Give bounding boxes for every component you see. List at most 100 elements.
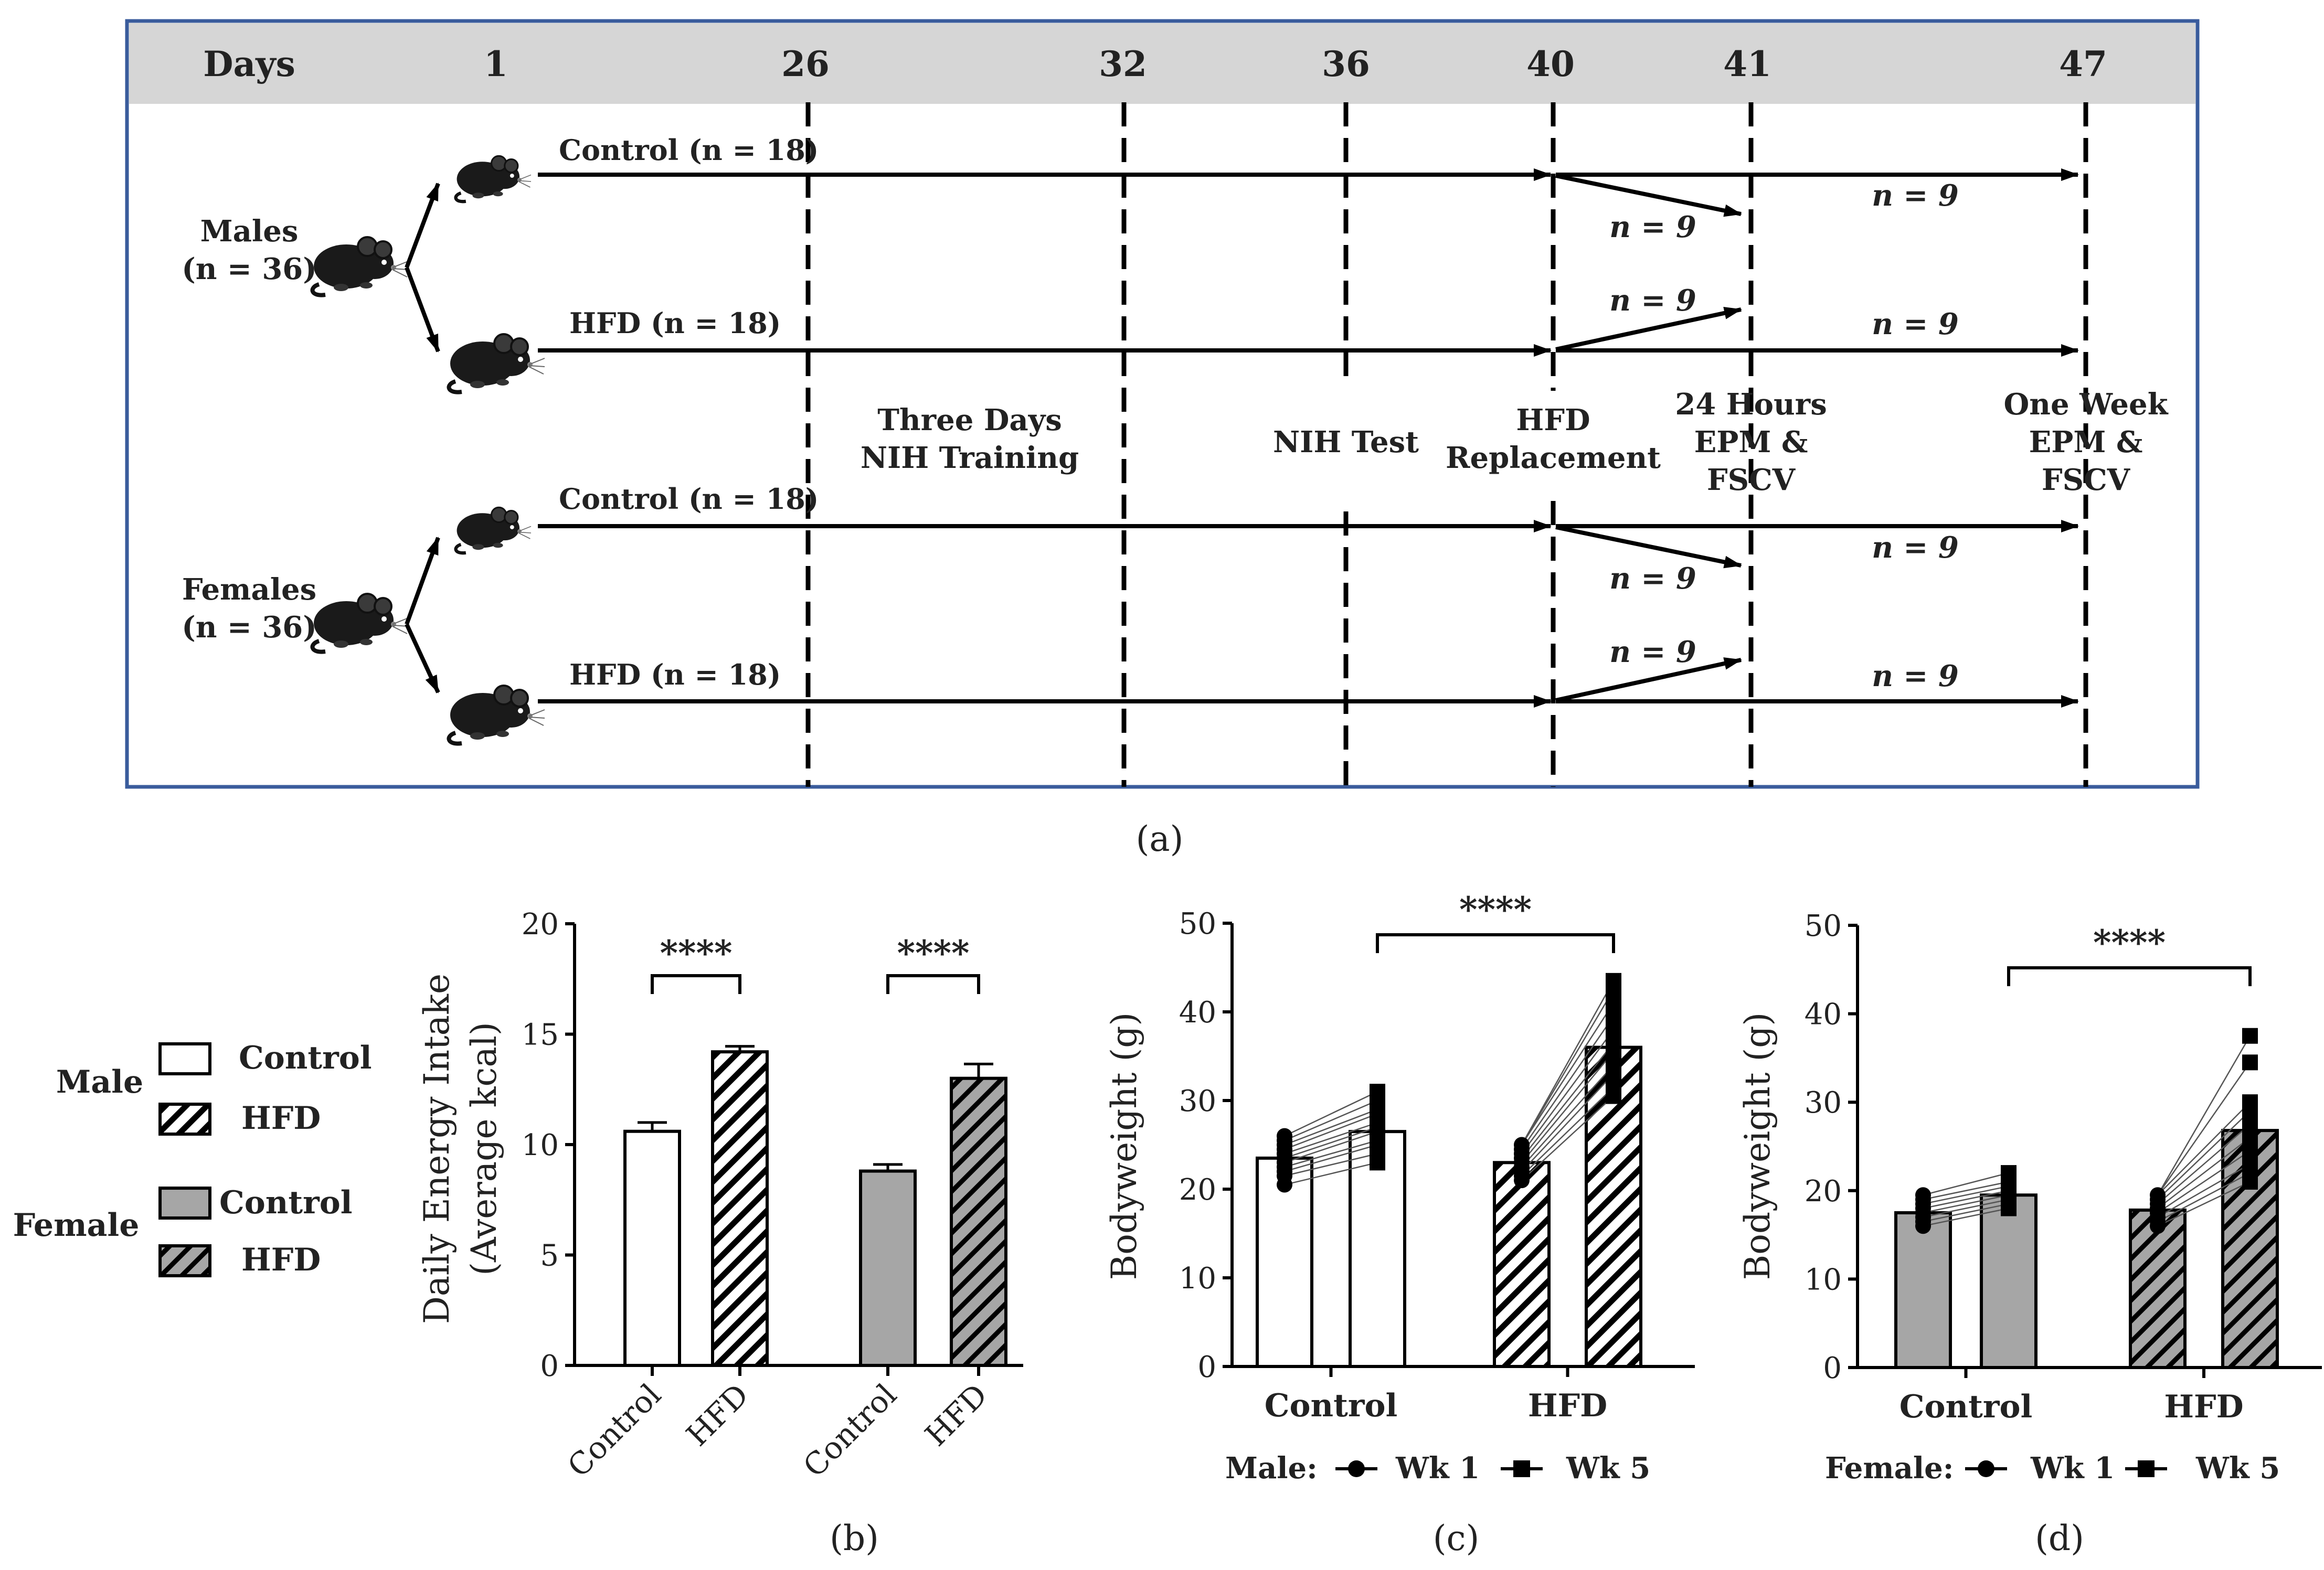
data-point-wk5: [1606, 995, 1621, 1011]
chart-d-ylabel: Bodyweight (g): [1737, 1012, 1778, 1280]
data-point-wk5: [1606, 1021, 1621, 1038]
chart-b-ylabel-line2: (Average kcal): [464, 1022, 504, 1275]
event-24h-line2: EPM &: [1694, 425, 1808, 460]
chart-c-legend-wk1: Wk 1: [1395, 1451, 1480, 1486]
individual-line: [2157, 1124, 2251, 1205]
significance-bracket: [1376, 933, 1615, 953]
x-tick-label: Control: [796, 1377, 903, 1484]
event-24h-line1: 24 Hours: [1675, 387, 1827, 422]
individual-line: [2157, 1110, 2251, 1200]
y-tick-label: 30: [1805, 1086, 1842, 1120]
individual-line: [2157, 1172, 2251, 1222]
individual-line: [2157, 1137, 2251, 1209]
data-point-wk1: [1915, 1187, 1931, 1203]
individual-line: [1521, 1016, 1615, 1150]
bar: [950, 1076, 1007, 1367]
x-tick-label: HFD: [918, 1377, 994, 1453]
individual-line: [2157, 1102, 2251, 1196]
chart-b-caption: (b): [830, 1518, 879, 1558]
individual-line: [1923, 1208, 2009, 1227]
individual-line: [2157, 1062, 2251, 1195]
y-tick-label: 20: [1179, 1173, 1216, 1207]
days-header-label: Days: [203, 44, 295, 84]
data-point-wk5: [2242, 1142, 2258, 1159]
data-point-wk1: [1514, 1137, 1530, 1153]
y-tick-label: 5: [540, 1239, 559, 1273]
x-tick-label: Control: [1265, 1387, 1398, 1424]
individual-line: [2157, 1163, 2251, 1218]
bar: [1256, 1156, 1313, 1369]
legend-female-hfd-label: HFD: [241, 1242, 321, 1278]
legend-swatch-male-hfd: [158, 1103, 211, 1136]
data-point-wk5: [1606, 1035, 1621, 1051]
y-tick-label: 15: [522, 1018, 559, 1052]
data-point-wk5: [1606, 1079, 1621, 1095]
individual-line: [1521, 1064, 1614, 1168]
y-tick-label: 10: [1179, 1262, 1216, 1296]
event-nih-test: NIH Test: [1273, 425, 1419, 460]
chart-c-legend: Male: Wk 1 Wk 5: [1225, 1451, 1650, 1486]
timeline-header: [129, 23, 2195, 104]
data-point-wk5: [1606, 1057, 1621, 1073]
individual-line: [1284, 1139, 1378, 1168]
chart-d-caption: (d): [2035, 1518, 2084, 1558]
significance-bracket: [651, 974, 741, 994]
day-label: 40: [1526, 44, 1575, 84]
branch-n-label: n = 9: [1609, 561, 1696, 596]
chart-male-bodyweight: 0 10 20 30 40 50 Control HFD **** Bodyweight (g)…: [1104, 889, 1695, 1558]
individual-line: [1284, 1122, 1378, 1155]
branch-n-label: n = 9: [1872, 307, 1959, 341]
chart-d-legend-wk5: Wk 5: [2195, 1451, 2280, 1486]
y-tick-label: 40: [1179, 996, 1216, 1030]
individual-line: [1284, 1099, 1378, 1141]
y-tick-label: 10: [522, 1128, 559, 1162]
data-point-wk5: [2242, 1094, 2258, 1110]
event-training-line2: NIH Training: [861, 441, 1079, 475]
branch-n-label: n = 9: [1609, 210, 1696, 244]
females-label: Females: [182, 572, 316, 607]
individual-line: [1521, 1042, 1614, 1159]
day-label: 47: [2059, 44, 2107, 84]
individual-line: [1284, 1162, 1378, 1185]
males-n: (n = 36): [182, 252, 317, 286]
males-label: Males: [200, 214, 299, 249]
data-point-wk5: [2242, 1116, 2258, 1133]
individual-line: [2157, 1035, 2251, 1195]
legend-wk5-marker: [1513, 1460, 1530, 1477]
individual-line: [1521, 989, 1615, 1146]
individual-line: [2157, 1150, 2251, 1213]
group-label-male-control: Control (n = 18): [559, 133, 819, 167]
individual-line: [1923, 1203, 2009, 1223]
split-arrow: [405, 266, 440, 353]
bar: [1894, 1211, 1952, 1369]
significance-label: ****: [2093, 922, 2166, 963]
group-label-female-hfd: HFD (n = 18): [569, 658, 781, 691]
individual-line: [1521, 980, 1615, 1146]
event-replacement-line2: Replacement: [1446, 441, 1661, 475]
event-week-line1: One Week: [2003, 387, 2168, 422]
y-tick-label: 0: [1197, 1350, 1216, 1384]
day-label: 32: [1099, 44, 1147, 84]
x-tick-label: HFD: [2164, 1389, 2243, 1425]
branch-n-label: n = 9: [1872, 530, 1959, 565]
branch-arrow: [1555, 525, 1742, 569]
individual-line: [1923, 1190, 2009, 1209]
fill-legend: Male Female Control HFD Control HFD: [13, 1040, 372, 1278]
legend-wk1-marker: [1978, 1460, 1994, 1477]
bar: [1349, 1130, 1406, 1368]
individual-line: [1521, 1095, 1614, 1181]
individual-line: [1284, 1126, 1378, 1159]
data-point-wk1: [2150, 1187, 2166, 1203]
individual-line: [1284, 1130, 1378, 1163]
individual-line: [1284, 1091, 1378, 1137]
individual-line: [1284, 1113, 1378, 1150]
chart-d-legend: Female: Wk 1 Wk 5: [1825, 1451, 2280, 1486]
chart-c-ylabel: Bodyweight (g): [1104, 1012, 1144, 1280]
y-tick-label: 20: [1805, 1174, 1842, 1209]
legend-wk5-marker: [2138, 1460, 2155, 1477]
individual-line: [1923, 1185, 2009, 1205]
branch-n-label: n = 9: [1609, 283, 1696, 318]
bar: [1493, 1161, 1551, 1369]
y-tick-label: 20: [522, 907, 559, 942]
